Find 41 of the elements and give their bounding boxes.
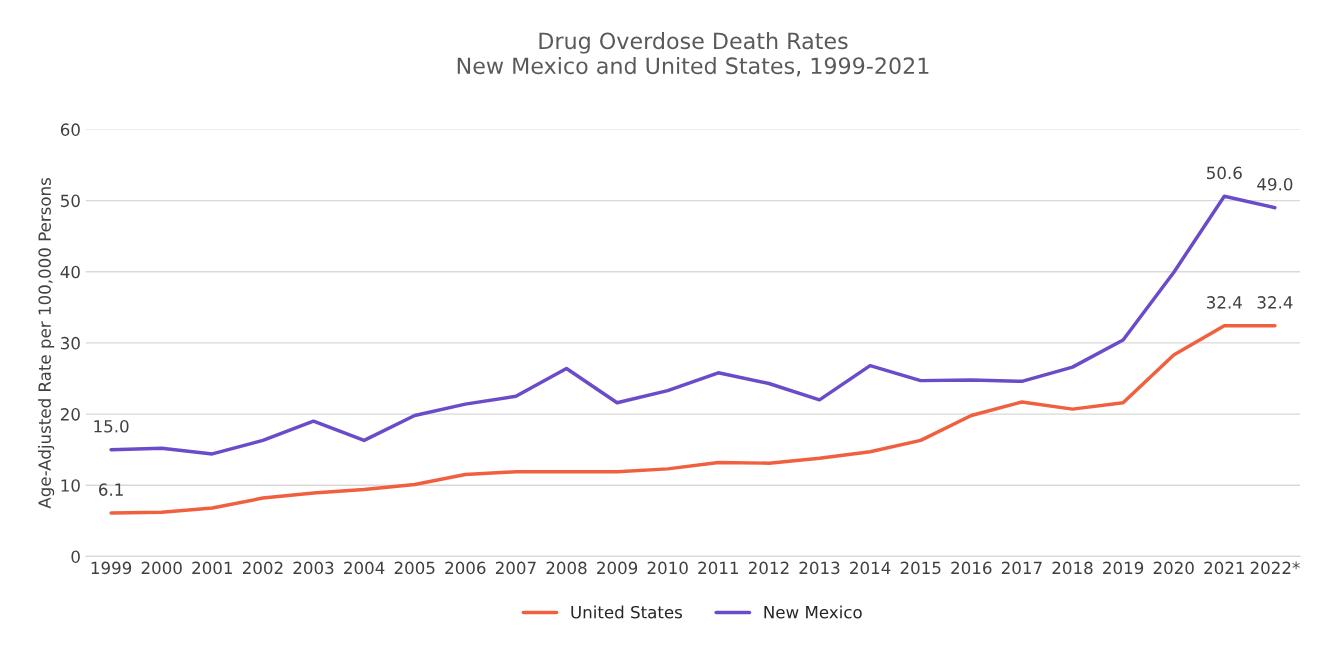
x-tick-label: 2013 (799, 561, 840, 575)
y-tick-label: 30 (61, 336, 80, 350)
y-tick-label: 60 (60, 123, 80, 136)
x-tick-label: 2001 (192, 561, 232, 575)
x-tick-label: 2007 (495, 561, 536, 575)
x-tick-label: 2012 (748, 561, 789, 575)
x-tick-label: 2017 (1001, 561, 1042, 575)
x-tick-label: 2004 (344, 561, 385, 575)
data-label: 50.6 (1207, 166, 1242, 180)
x-tick-label: 2006 (445, 561, 486, 575)
x-tick-label: 2000 (141, 561, 182, 575)
x-tick-label: 2014 (850, 561, 891, 575)
y-tick-label: 20 (60, 408, 80, 421)
x-tick-label: 2019 (1103, 561, 1144, 575)
chart-title: Drug Overdose Death Rates New Mexico and United States, 1999-2021 (457, 32, 929, 77)
legend-label: United States (571, 605, 683, 619)
x-tick-label: 1999 (91, 561, 132, 575)
data-label: 6.1 (99, 483, 123, 496)
x-tick-label: 2016 (951, 561, 992, 575)
x-tick-label: 2003 (293, 561, 334, 575)
legend-label: New Mexico (764, 605, 862, 619)
x-tick-label: 2011 (698, 561, 738, 575)
y-tick-label: 0 (71, 550, 80, 563)
x-tick-label: 2008 (546, 561, 587, 575)
x-tick-label: 2018 (1052, 561, 1093, 575)
data-label: 32.4 (1207, 296, 1242, 309)
data-label: 32.4 (1257, 296, 1293, 309)
x-tick-label: 2005 (394, 561, 435, 575)
x-tick-label: 2021 (1204, 561, 1244, 575)
y-axis-title: Age-Adjusted Rate per 100,000 Persons (38, 177, 55, 509)
x-tick-label: 2009 (597, 561, 638, 575)
y-tick-label: 50 (61, 194, 80, 208)
data-label: 49.0 (1257, 177, 1293, 191)
y-tick-label: 40 (60, 265, 80, 279)
x-tick-label: 2002 (242, 561, 283, 575)
y-tick-label: 10 (61, 479, 80, 492)
x-tick-label: 2015 (900, 561, 941, 575)
x-tick-label: 2022* (1250, 561, 1300, 575)
x-tick-label: 2020 (1153, 561, 1194, 575)
data-label: 15.0 (94, 419, 129, 433)
x-tick-label: 2010 (647, 561, 688, 575)
